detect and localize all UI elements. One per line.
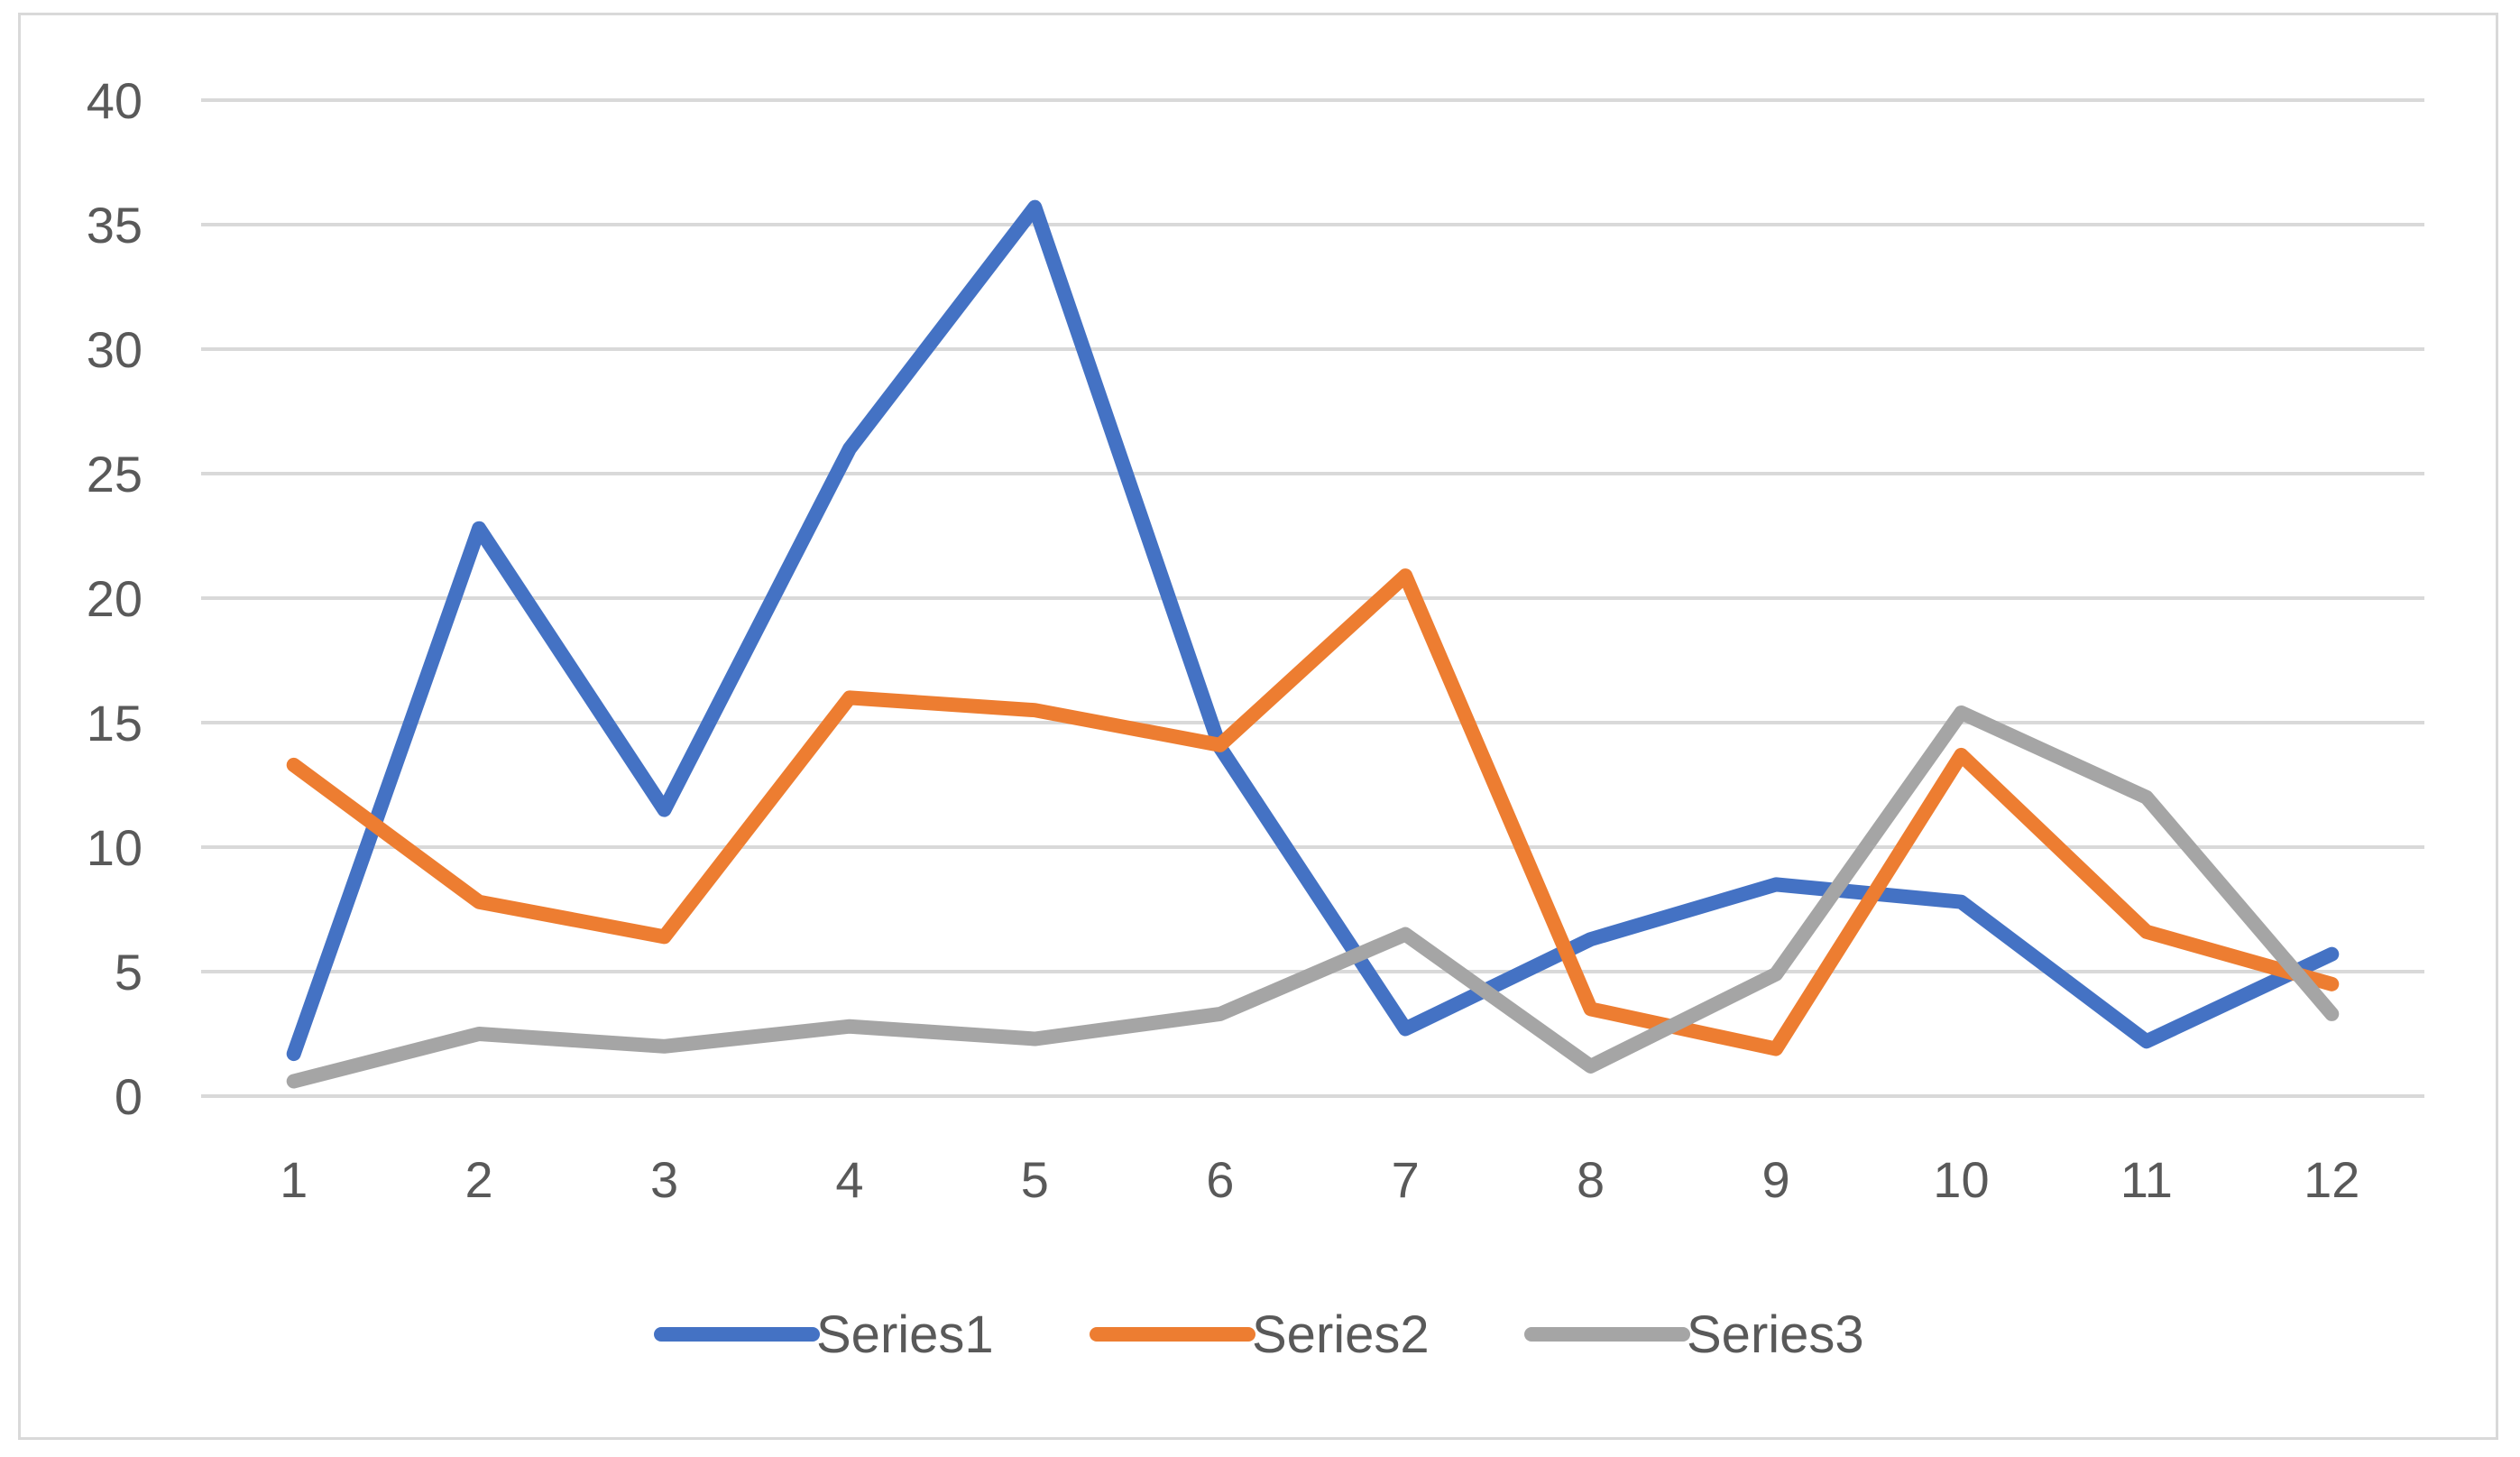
x-tick-label: 4 — [835, 1151, 863, 1208]
data-point-series-2 — [658, 929, 672, 944]
series-lines — [286, 199, 2340, 1089]
data-point-series-3 — [1954, 705, 1968, 720]
data-point-series-3 — [2324, 1007, 2339, 1021]
data-point-series-3 — [1398, 927, 1412, 942]
y-tick-label: 0 — [115, 1068, 143, 1125]
chart-frame: 0 5 10 15 20 25 30 35 40 1 2 3 4 5 6 7 8 9 10 11 12 Series1… — [18, 13, 2498, 1440]
x-tick-label: 11 — [2120, 1151, 2173, 1208]
legend-label-series-2: Series2 — [1252, 1305, 1430, 1364]
data-point-series-1 — [472, 521, 486, 536]
data-point-series-3 — [472, 1027, 486, 1041]
y-tick-label: 20 — [87, 570, 143, 627]
data-point-series-3 — [658, 1039, 672, 1054]
x-tick-label: 10 — [1933, 1151, 1989, 1208]
data-point-series-2 — [1584, 1001, 1598, 1016]
data-point-series-1 — [658, 803, 672, 817]
data-point-series-3 — [842, 1019, 857, 1034]
data-point-series-2 — [1954, 748, 1968, 762]
legend-label-series-3: Series3 — [1687, 1305, 1864, 1364]
x-tick-label: 12 — [2304, 1151, 2359, 1208]
x-tick-label: 6 — [1206, 1151, 1234, 1208]
x-tick-label: 3 — [650, 1151, 678, 1208]
data-point-series-1 — [1584, 932, 1598, 946]
legend-label-series-1: Series1 — [816, 1305, 994, 1364]
x-tick-label: 2 — [465, 1151, 493, 1208]
data-point-series-2 — [472, 895, 486, 909]
series-line-3 — [286, 705, 2340, 1089]
gridlines — [201, 98, 2424, 1098]
data-point-series-2 — [287, 758, 301, 772]
data-point-series-1 — [1769, 877, 1783, 891]
data-point-series-1 — [1954, 895, 1968, 909]
y-tick-label: 30 — [87, 321, 143, 378]
data-point-series-2 — [2324, 977, 2339, 991]
y-tick-label: 15 — [87, 695, 143, 752]
data-point-series-2 — [1769, 1042, 1783, 1056]
data-point-series-1 — [2139, 1034, 2154, 1048]
data-point-series-3 — [1213, 1007, 1228, 1021]
series-line-2 — [286, 568, 2340, 1056]
series-line-1 — [286, 199, 2340, 1062]
data-point-series-3 — [287, 1074, 301, 1088]
x-tick-label: 7 — [1392, 1151, 1420, 1208]
legend: Series1 Series2 Series3 — [654, 1305, 1864, 1364]
data-point-series-2 — [1398, 568, 1412, 583]
x-tick-label: 5 — [1021, 1151, 1049, 1208]
data-point-series-1 — [1398, 1021, 1412, 1036]
y-tick-label: 5 — [115, 944, 143, 1001]
x-axis-ticks: 1 2 3 4 5 6 7 8 9 10 11 12 — [280, 1151, 2359, 1208]
data-point-series-3 — [1027, 1032, 1042, 1047]
x-tick-label: 9 — [1761, 1151, 1789, 1208]
y-tick-label: 35 — [87, 197, 143, 254]
data-point-series-3 — [2139, 790, 2154, 805]
data-point-series-1 — [287, 1047, 301, 1061]
data-point-series-2 — [1027, 703, 1042, 717]
data-point-series-2 — [1213, 738, 1228, 752]
data-point-series-2 — [842, 690, 857, 705]
data-point-series-3 — [1584, 1059, 1598, 1074]
y-tick-label: 40 — [87, 72, 143, 129]
y-tick-label: 25 — [87, 446, 143, 503]
data-point-series-1 — [842, 441, 857, 456]
x-tick-label: 1 — [280, 1151, 308, 1208]
data-point-series-2 — [2139, 925, 2154, 939]
y-axis-ticks: 0 5 10 15 20 25 30 35 40 — [87, 72, 143, 1125]
x-tick-label: 8 — [1577, 1151, 1605, 1208]
data-point-series-1 — [1027, 200, 1042, 215]
data-point-series-1 — [2324, 947, 2339, 962]
data-point-series-3 — [1769, 967, 1783, 982]
y-tick-label: 10 — [87, 819, 143, 876]
